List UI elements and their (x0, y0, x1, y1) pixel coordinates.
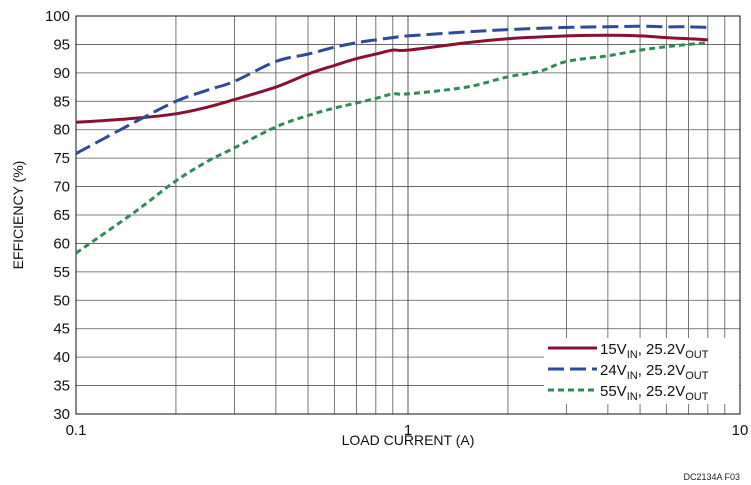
plot-frame (75, 15, 741, 415)
y-tick-label: 50 (53, 292, 70, 309)
y-tick-label: 60 (53, 235, 70, 252)
y-tick-label: 95 (53, 36, 70, 53)
x-tick-labels: 0.1 1 10 (66, 422, 749, 439)
y-tick-label: 40 (53, 349, 70, 366)
series-line (75, 24, 708, 155)
legend-label: 55VIN, 25.2VOUT (600, 383, 709, 403)
y-tick-label: 45 (53, 321, 70, 338)
y-tick-label: 70 (53, 179, 70, 196)
series-line (75, 33, 708, 124)
x-tick-label: 1 (404, 422, 412, 439)
y-axis-title: EFFICIENCY (%) (10, 161, 26, 270)
y-tick-label: 65 (53, 207, 70, 224)
figure-id-label: DC2134A F03 (683, 472, 740, 482)
y-tick-labels: 30 35 40 45 50 55 60 65 70 75 80 85 90 95 100 (45, 8, 70, 423)
y-tick-label: 30 (53, 406, 70, 423)
legend-label: 24VIN, 25.2VOUT (600, 362, 709, 382)
y-tick-label: 90 (53, 65, 70, 82)
x-tick-label: 10 (732, 422, 749, 439)
legend-label: 15VIN, 25.2VOUT (600, 341, 709, 361)
y-tick-label: 35 (53, 378, 70, 395)
x-axis-title: LOAD CURRENT (A) (342, 432, 475, 448)
x-tick-label: 0.1 (66, 422, 87, 439)
y-tick-label: 100 (45, 8, 70, 25)
y-tick-label: 80 (53, 122, 70, 139)
y-tick-label: 85 (53, 93, 70, 110)
series-lines (75, 24, 708, 255)
series-line (75, 41, 708, 255)
y-tick-label: 55 (53, 264, 70, 281)
y-tick-label: 75 (53, 150, 70, 167)
